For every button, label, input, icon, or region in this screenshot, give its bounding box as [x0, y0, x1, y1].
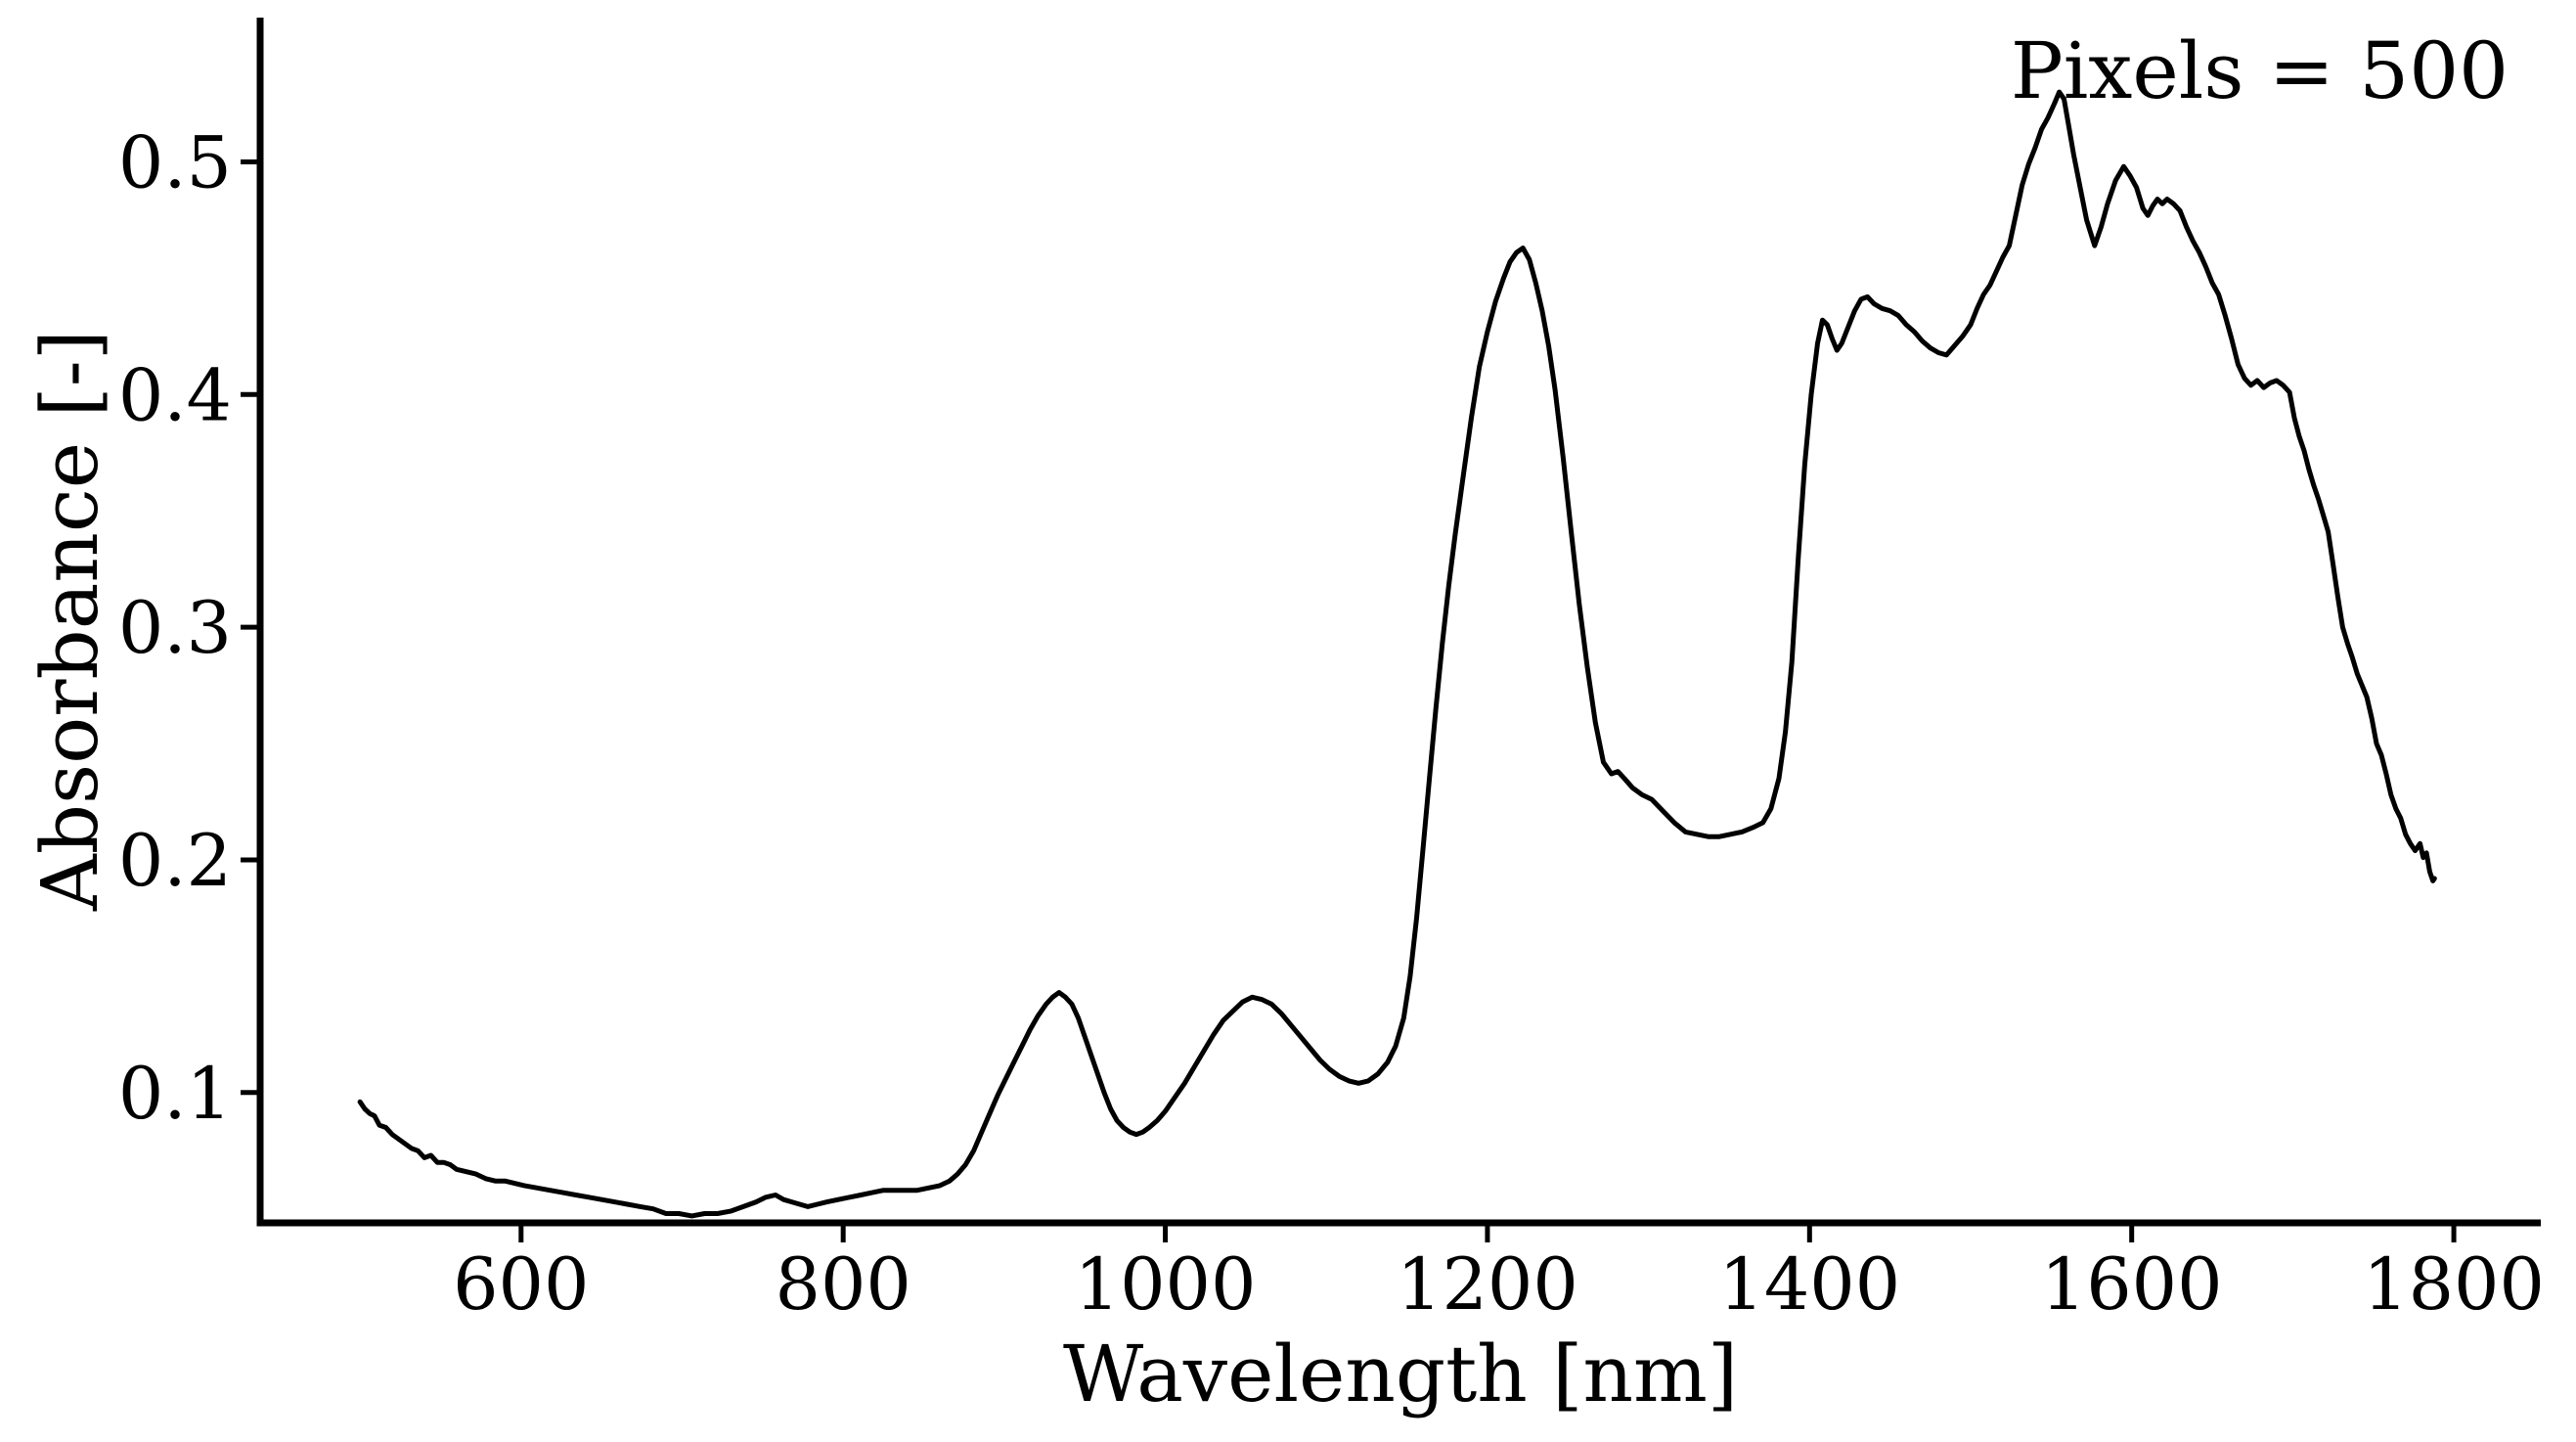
- x-tick-label: 1200: [1397, 1243, 1578, 1327]
- y-tick-label: 0.2: [118, 820, 232, 903]
- x-tick-label: 800: [776, 1243, 911, 1327]
- axes-layer: 600 800 1000 1200 1400 1600 1800 0.1 0.2 0.3 0.4 0.…: [118, 18, 2545, 1327]
- curve-layer: [357, 89, 2437, 1219]
- x-tick-label: 600: [453, 1243, 589, 1327]
- y-tick-label: 0.5: [118, 121, 232, 204]
- y-tick-label: 0.1: [118, 1053, 232, 1136]
- y-tick-label: 0.4: [118, 354, 232, 437]
- x-tick-label: 1000: [1075, 1243, 1257, 1327]
- x-axis-label: Wavelength [nm]: [1063, 1329, 1738, 1419]
- x-tick-label: 1600: [2041, 1243, 2223, 1327]
- pixels-annotation: Pixels = 500: [2011, 25, 2509, 116]
- y-axis-label: Absorbance [-]: [24, 330, 115, 912]
- x-tick-label: 1800: [2363, 1243, 2545, 1327]
- y-tick-label: 0.3: [118, 587, 232, 670]
- x-tick-label: 1400: [1718, 1243, 1900, 1327]
- spectrum-line: [357, 89, 2437, 1219]
